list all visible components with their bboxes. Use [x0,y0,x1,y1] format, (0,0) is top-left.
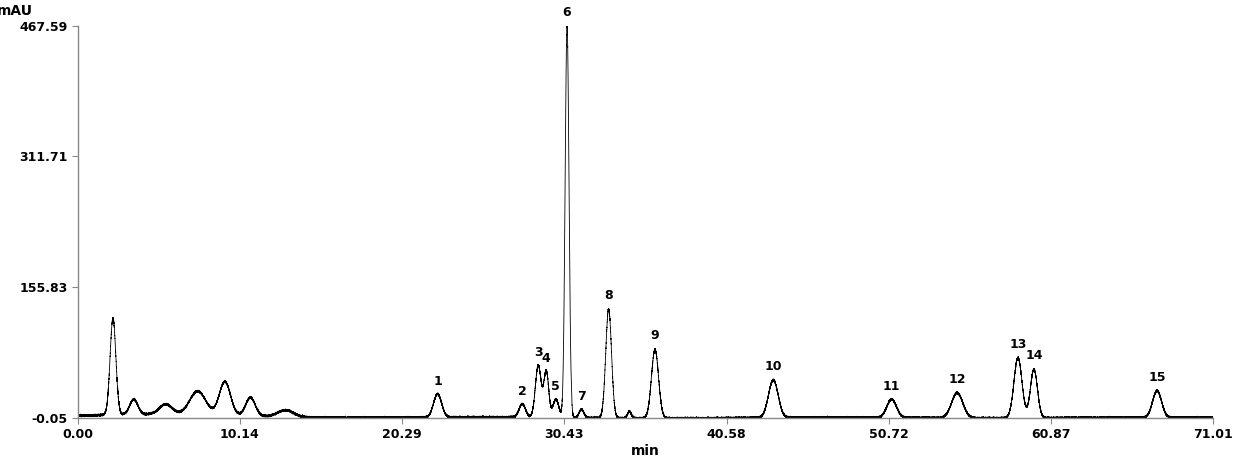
Text: 6: 6 [562,7,570,20]
Text: 12: 12 [949,373,966,386]
Text: 4: 4 [542,352,551,365]
Text: 2: 2 [518,385,527,398]
Text: 5: 5 [552,379,560,392]
Text: 1: 1 [433,375,441,388]
Text: 11: 11 [883,379,900,392]
X-axis label: min: min [631,444,660,458]
Y-axis label: mAU: mAU [0,4,33,18]
Text: 7: 7 [577,390,585,403]
Text: 9: 9 [651,329,660,342]
Text: 13: 13 [1009,338,1027,351]
Text: 14: 14 [1025,350,1043,362]
Text: 3: 3 [534,346,543,359]
Text: 15: 15 [1148,371,1166,384]
Text: 8: 8 [604,289,613,302]
Text: 10: 10 [765,360,782,373]
